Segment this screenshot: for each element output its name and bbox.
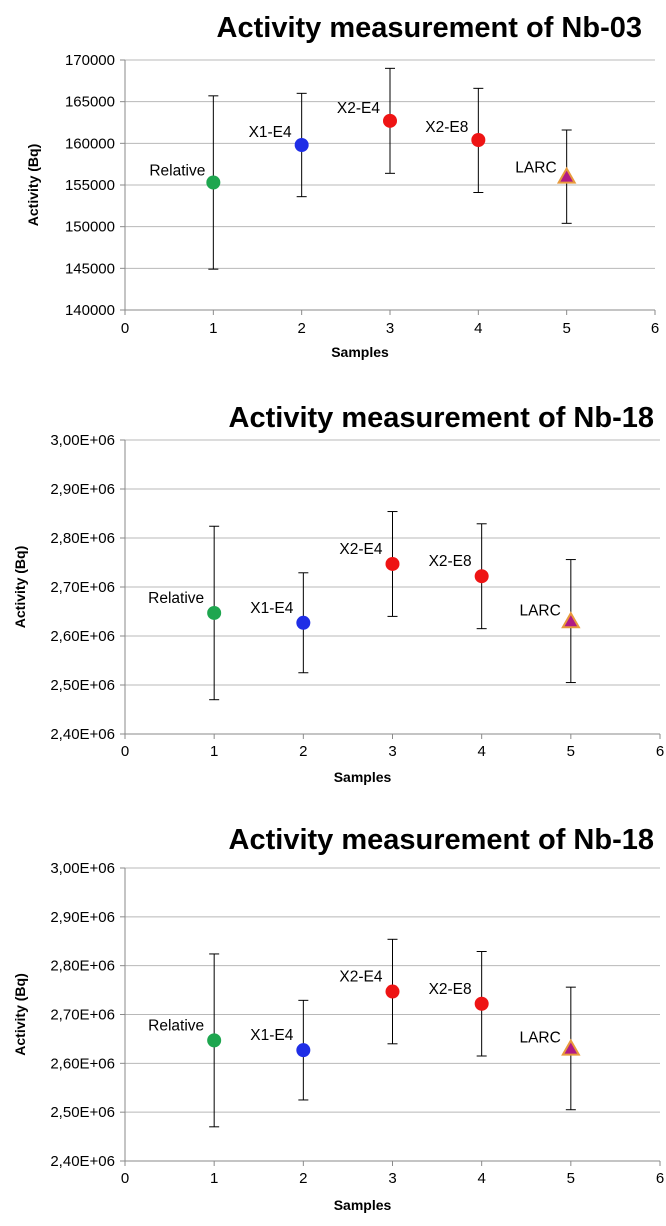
data-label: Relative bbox=[149, 163, 205, 180]
data-point bbox=[207, 1033, 222, 1048]
data-point bbox=[206, 175, 221, 190]
y-tick-label: 2,70E+06 bbox=[50, 1007, 115, 1024]
data-point bbox=[207, 605, 222, 620]
y-tick-label: 2,60E+06 bbox=[50, 1055, 115, 1072]
data-label: X2-E4 bbox=[337, 100, 380, 117]
x-tick-label: 6 bbox=[656, 743, 664, 760]
y-axis-title: Activity (Bq) bbox=[25, 144, 41, 226]
data-point bbox=[296, 1043, 311, 1058]
data-label: Relative bbox=[148, 1017, 204, 1034]
y-tick-label: 2,90E+06 bbox=[50, 909, 115, 926]
scatter-plot: 140000 145000 150000 155000 160000 165000 1700… bbox=[25, 52, 659, 360]
y-tick-label: 170000 bbox=[65, 52, 115, 69]
data-label: LARC bbox=[519, 602, 560, 619]
x-tick-label: 4 bbox=[474, 320, 482, 337]
data-label: X2-E8 bbox=[425, 119, 468, 136]
data-label: X2-E4 bbox=[339, 541, 382, 558]
y-tick-label: 2,50E+06 bbox=[50, 1104, 115, 1121]
data-label: LARC bbox=[515, 160, 556, 177]
x-tick-label: 2 bbox=[299, 743, 307, 760]
chart-title: Activity measurement of Nb-18 bbox=[228, 824, 654, 856]
y-tick-label: 155000 bbox=[65, 177, 115, 194]
scatter-plot: 2,40E+06 2,50E+06 2,60E+06 2,70E+06 2,80E+06… bbox=[12, 432, 664, 785]
x-axis-title: Samples bbox=[331, 344, 389, 360]
data-point bbox=[474, 996, 489, 1011]
x-tick-label: 4 bbox=[477, 1170, 485, 1187]
x-axis-title: Samples bbox=[334, 769, 392, 785]
data-point bbox=[385, 556, 400, 571]
data-point-triangle bbox=[561, 611, 581, 629]
data-point bbox=[385, 984, 400, 999]
data-point-triangle bbox=[556, 166, 577, 184]
y-tick-label: 2,80E+06 bbox=[50, 530, 115, 547]
x-tick-label: 6 bbox=[656, 1170, 664, 1187]
y-axis-title: Activity (Bq) bbox=[12, 973, 28, 1055]
x-tick-label: 6 bbox=[651, 320, 659, 337]
chart-panel-nb-03: Activity measurement of Nb-03 140000 1450… bbox=[0, 0, 666, 380]
x-tick-label: 3 bbox=[388, 743, 396, 760]
y-tick-label: 2,90E+06 bbox=[50, 481, 115, 498]
x-tick-label: 2 bbox=[299, 1170, 307, 1187]
y-axis-title: Activity (Bq) bbox=[12, 546, 28, 628]
data-point bbox=[471, 133, 486, 147]
x-tick-label: 5 bbox=[567, 1170, 575, 1187]
x-tick-label: 0 bbox=[121, 1170, 129, 1187]
x-tick-label: 4 bbox=[477, 743, 485, 760]
data-point-triangle bbox=[561, 1038, 581, 1056]
y-tick-label: 150000 bbox=[65, 219, 115, 236]
data-label: X2-E4 bbox=[339, 969, 382, 986]
data-label: LARC bbox=[519, 1030, 560, 1047]
x-tick-label: 1 bbox=[209, 320, 217, 337]
data-label: X2-E8 bbox=[429, 981, 472, 998]
chart-title: Activity measurement of Nb-03 bbox=[216, 12, 642, 44]
y-tick-label: 2,40E+06 bbox=[50, 726, 115, 743]
data-point bbox=[294, 138, 309, 152]
y-tick-label: 3,00E+06 bbox=[50, 432, 115, 449]
data-point bbox=[474, 569, 489, 584]
y-tick-label: 140000 bbox=[65, 302, 115, 319]
y-tick-label: 145000 bbox=[65, 260, 115, 277]
x-tick-label: 2 bbox=[297, 320, 305, 337]
chart-title: Activity measurement of Nb-18 bbox=[228, 402, 654, 434]
data-label: X1-E4 bbox=[250, 1027, 293, 1044]
chart-panel-nb-18-b: Activity measurement of Nb-18 2,40E+06 2,… bbox=[0, 816, 666, 1226]
data-label: X2-E8 bbox=[429, 553, 472, 570]
x-tick-label: 5 bbox=[567, 743, 575, 760]
y-tick-label: 2,40E+06 bbox=[50, 1153, 115, 1170]
x-tick-label: 5 bbox=[562, 320, 570, 337]
data-label: X1-E4 bbox=[249, 124, 292, 141]
data-label: X1-E4 bbox=[250, 600, 293, 617]
scatter-plot: 2,40E+06 2,50E+06 2,60E+06 2,70E+06 2,80E+06… bbox=[12, 860, 664, 1213]
x-axis-title: Samples bbox=[334, 1197, 392, 1213]
x-tick-label: 0 bbox=[121, 743, 129, 760]
y-tick-label: 3,00E+06 bbox=[50, 860, 115, 877]
y-tick-label: 165000 bbox=[65, 94, 115, 111]
y-tick-label: 2,70E+06 bbox=[50, 579, 115, 596]
x-tick-label: 0 bbox=[121, 320, 129, 337]
x-tick-label: 1 bbox=[210, 1170, 218, 1187]
data-label: Relative bbox=[148, 590, 204, 607]
y-tick-label: 2,60E+06 bbox=[50, 628, 115, 645]
x-tick-label: 3 bbox=[386, 320, 394, 337]
data-point bbox=[383, 113, 397, 128]
y-tick-label: 2,80E+06 bbox=[50, 958, 115, 975]
data-point bbox=[296, 615, 311, 630]
y-tick-label: 2,50E+06 bbox=[50, 677, 115, 694]
y-tick-label: 160000 bbox=[65, 135, 115, 152]
chart-panel-nb-18-a: Activity measurement of Nb-18 2,40E+06 2,… bbox=[0, 394, 666, 804]
x-tick-label: 1 bbox=[210, 743, 218, 760]
x-tick-label: 3 bbox=[388, 1170, 396, 1187]
